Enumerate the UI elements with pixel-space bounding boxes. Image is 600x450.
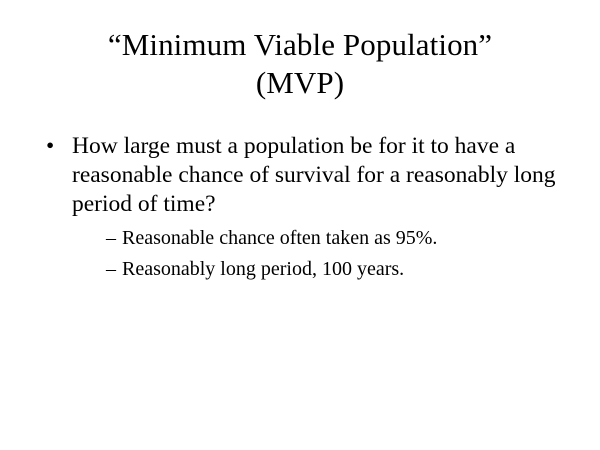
slide-body: • How large must a population be for it … — [40, 132, 560, 288]
slide-title-line-1: “Minimum Viable Population” — [107, 27, 493, 62]
sub-bullet-text: Reasonably long period, 100 years. — [122, 258, 405, 280]
sub-bullet-dash-icon: – — [106, 227, 116, 249]
bullet-list-level-1: • How large must a population be for it … — [40, 132, 560, 285]
bullet-item: • How large must a population be for it … — [40, 132, 560, 285]
sub-bullet-text: Reasonable chance often taken as 95%. — [122, 227, 438, 249]
sub-bullet-item: – Reasonably long period, 100 years. — [72, 254, 560, 285]
slide-title-line-2: (MVP) — [255, 65, 345, 100]
bullet-dot-icon: • — [46, 133, 55, 159]
sub-bullet-item: – Reasonable chance often taken as 95%. — [72, 223, 560, 254]
bullet-list-level-2: – Reasonable chance often taken as 95%. … — [72, 223, 560, 285]
slide-title: “Minimum Viable Population” (MVP) — [30, 26, 570, 102]
bullet-text: How large must a population be for it to… — [72, 133, 556, 217]
sub-bullet-dash-icon: – — [106, 258, 116, 280]
